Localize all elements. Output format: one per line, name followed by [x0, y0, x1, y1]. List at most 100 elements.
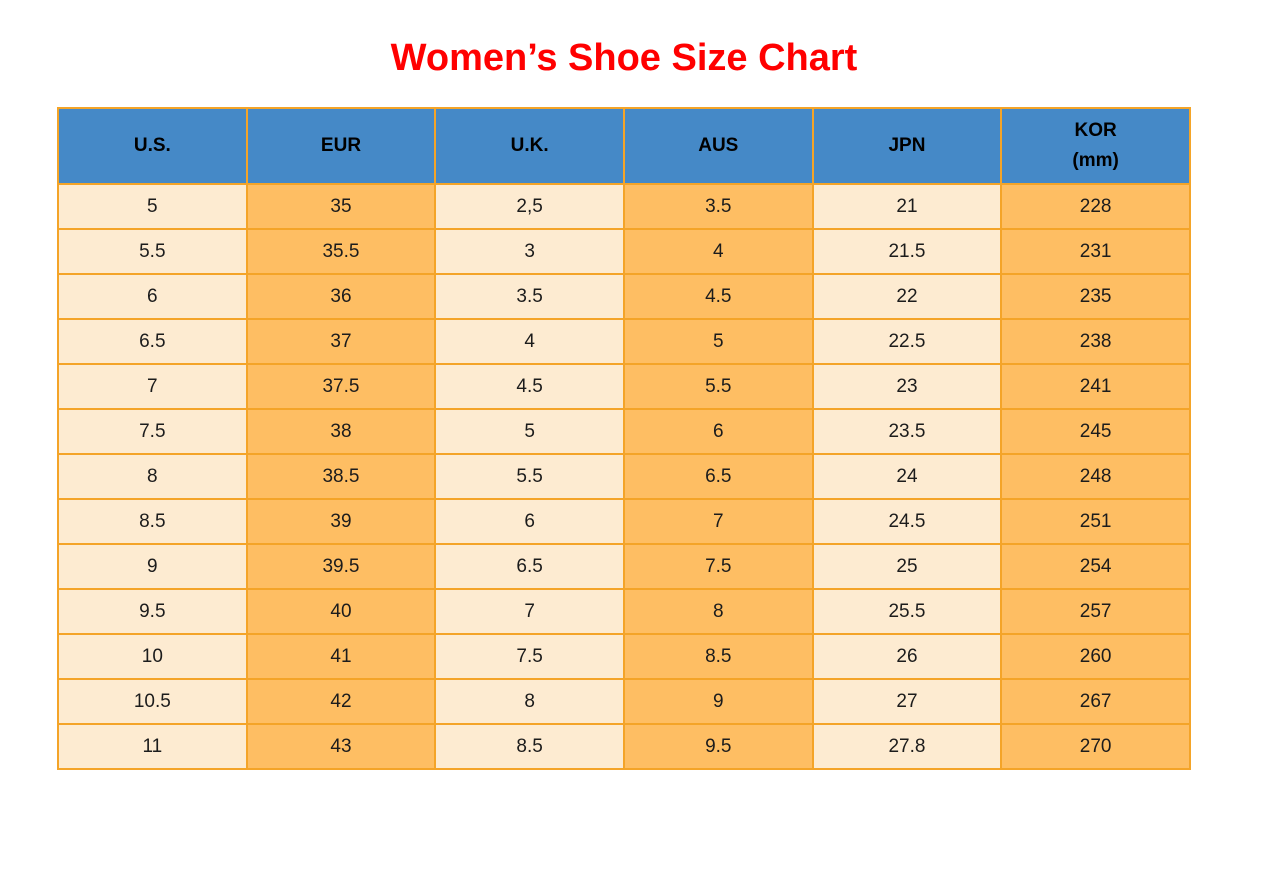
cell: 8.5 — [622, 633, 814, 680]
page: Women’s Shoe Size Chart U.S. EUR U.K. AU… — [57, 36, 1191, 770]
table-row: 8.5 39 6 7 24.5 251 — [57, 498, 1191, 545]
cell: 7 — [57, 363, 248, 410]
table-row: 9 39.5 6.5 7.5 25 254 — [57, 543, 1191, 590]
cell: 270 — [1000, 723, 1191, 770]
cell: 238 — [1000, 318, 1191, 365]
cell: 22 — [811, 273, 1003, 320]
cell: 23 — [811, 363, 1003, 410]
table-row: 5.5 35.5 3 4 21.5 231 — [57, 228, 1191, 275]
table-row: 11 43 8.5 9.5 27.8 270 — [57, 723, 1191, 770]
cell: 21.5 — [811, 228, 1003, 275]
cell: 6 — [622, 408, 814, 455]
cell: 39.5 — [245, 543, 437, 590]
cell: 6.5 — [434, 543, 625, 590]
cell: 2,5 — [434, 183, 625, 230]
table-row: 7.5 38 5 6 23.5 245 — [57, 408, 1191, 455]
table-row: 6.5 37 4 5 22.5 238 — [57, 318, 1191, 365]
cell: 9 — [57, 543, 248, 590]
table-body: 5 35 2,5 3.5 21 228 5.5 35.5 3 4 21.5 231 6 36 3.5 4.5 2… — [57, 183, 1191, 770]
cell: 7 — [434, 588, 625, 635]
cell: 22.5 — [811, 318, 1003, 365]
cell: 257 — [1000, 588, 1191, 635]
column-header-kor: KOR (mm) — [1000, 107, 1191, 185]
cell: 5 — [434, 408, 625, 455]
cell: 43 — [245, 723, 437, 770]
cell: 38 — [245, 408, 437, 455]
cell: 4.5 — [434, 363, 625, 410]
cell: 267 — [1000, 678, 1191, 725]
table-header: U.S. EUR U.K. AUS JPN KOR (mm) — [57, 107, 1191, 185]
cell: 3.5 — [434, 273, 625, 320]
cell: 25.5 — [811, 588, 1003, 635]
cell: 235 — [1000, 273, 1191, 320]
cell: 5 — [57, 183, 248, 230]
cell: 35 — [245, 183, 437, 230]
cell: 24 — [811, 453, 1003, 500]
cell: 21 — [811, 183, 1003, 230]
cell: 9.5 — [622, 723, 814, 770]
cell: 42 — [245, 678, 437, 725]
table-row: 7 37.5 4.5 5.5 23 241 — [57, 363, 1191, 410]
cell: 27.8 — [811, 723, 1003, 770]
cell: 37 — [245, 318, 437, 365]
cell: 10 — [57, 633, 248, 680]
cell: 254 — [1000, 543, 1191, 590]
cell: 8 — [622, 588, 814, 635]
cell: 36 — [245, 273, 437, 320]
cell: 5.5 — [434, 453, 625, 500]
cell: 4 — [622, 228, 814, 275]
cell: 38.5 — [245, 453, 437, 500]
cell: 25 — [811, 543, 1003, 590]
column-header-eur: EUR — [245, 107, 437, 185]
column-header-aus: AUS — [622, 107, 814, 185]
table-row: 9.5 40 7 8 25.5 257 — [57, 588, 1191, 635]
cell: 248 — [1000, 453, 1191, 500]
cell: 26 — [811, 633, 1003, 680]
cell: 5.5 — [622, 363, 814, 410]
page-title: Women’s Shoe Size Chart — [390, 37, 858, 79]
cell: 11 — [57, 723, 248, 770]
cell: 35.5 — [245, 228, 437, 275]
cell: 5.5 — [57, 228, 248, 275]
cell: 7.5 — [434, 633, 625, 680]
cell: 6.5 — [57, 318, 248, 365]
cell: 27 — [811, 678, 1003, 725]
cell: 24.5 — [811, 498, 1003, 545]
cell: 39 — [245, 498, 437, 545]
header-row: U.S. EUR U.K. AUS JPN KOR (mm) — [57, 107, 1191, 185]
table-row: 5 35 2,5 3.5 21 228 — [57, 183, 1191, 230]
table-row: 10 41 7.5 8.5 26 260 — [57, 633, 1191, 680]
cell: 245 — [1000, 408, 1191, 455]
cell: 3 — [434, 228, 625, 275]
cell: 4.5 — [622, 273, 814, 320]
cell: 251 — [1000, 498, 1191, 545]
cell: 4 — [434, 318, 625, 365]
cell: 3.5 — [622, 183, 814, 230]
column-header-uk: U.K. — [434, 107, 625, 185]
column-header-jpn: JPN — [811, 107, 1003, 185]
cell: 9.5 — [57, 588, 248, 635]
cell: 231 — [1000, 228, 1191, 275]
cell: 6 — [57, 273, 248, 320]
cell: 260 — [1000, 633, 1191, 680]
cell: 8 — [434, 678, 625, 725]
cell: 6.5 — [622, 453, 814, 500]
cell: 7 — [622, 498, 814, 545]
cell: 40 — [245, 588, 437, 635]
table-row: 10.5 42 8 9 27 267 — [57, 678, 1191, 725]
cell: 10.5 — [57, 678, 248, 725]
table-row: 8 38.5 5.5 6.5 24 248 — [57, 453, 1191, 500]
table-row: 6 36 3.5 4.5 22 235 — [57, 273, 1191, 320]
cell: 228 — [1000, 183, 1191, 230]
cell: 8 — [57, 453, 248, 500]
cell: 7.5 — [57, 408, 248, 455]
cell: 8.5 — [434, 723, 625, 770]
cell: 241 — [1000, 363, 1191, 410]
column-header-us: U.S. — [57, 107, 248, 185]
cell: 23.5 — [811, 408, 1003, 455]
cell: 41 — [245, 633, 437, 680]
cell: 7.5 — [622, 543, 814, 590]
cell: 9 — [622, 678, 814, 725]
cell: 8.5 — [57, 498, 248, 545]
cell: 6 — [434, 498, 625, 545]
